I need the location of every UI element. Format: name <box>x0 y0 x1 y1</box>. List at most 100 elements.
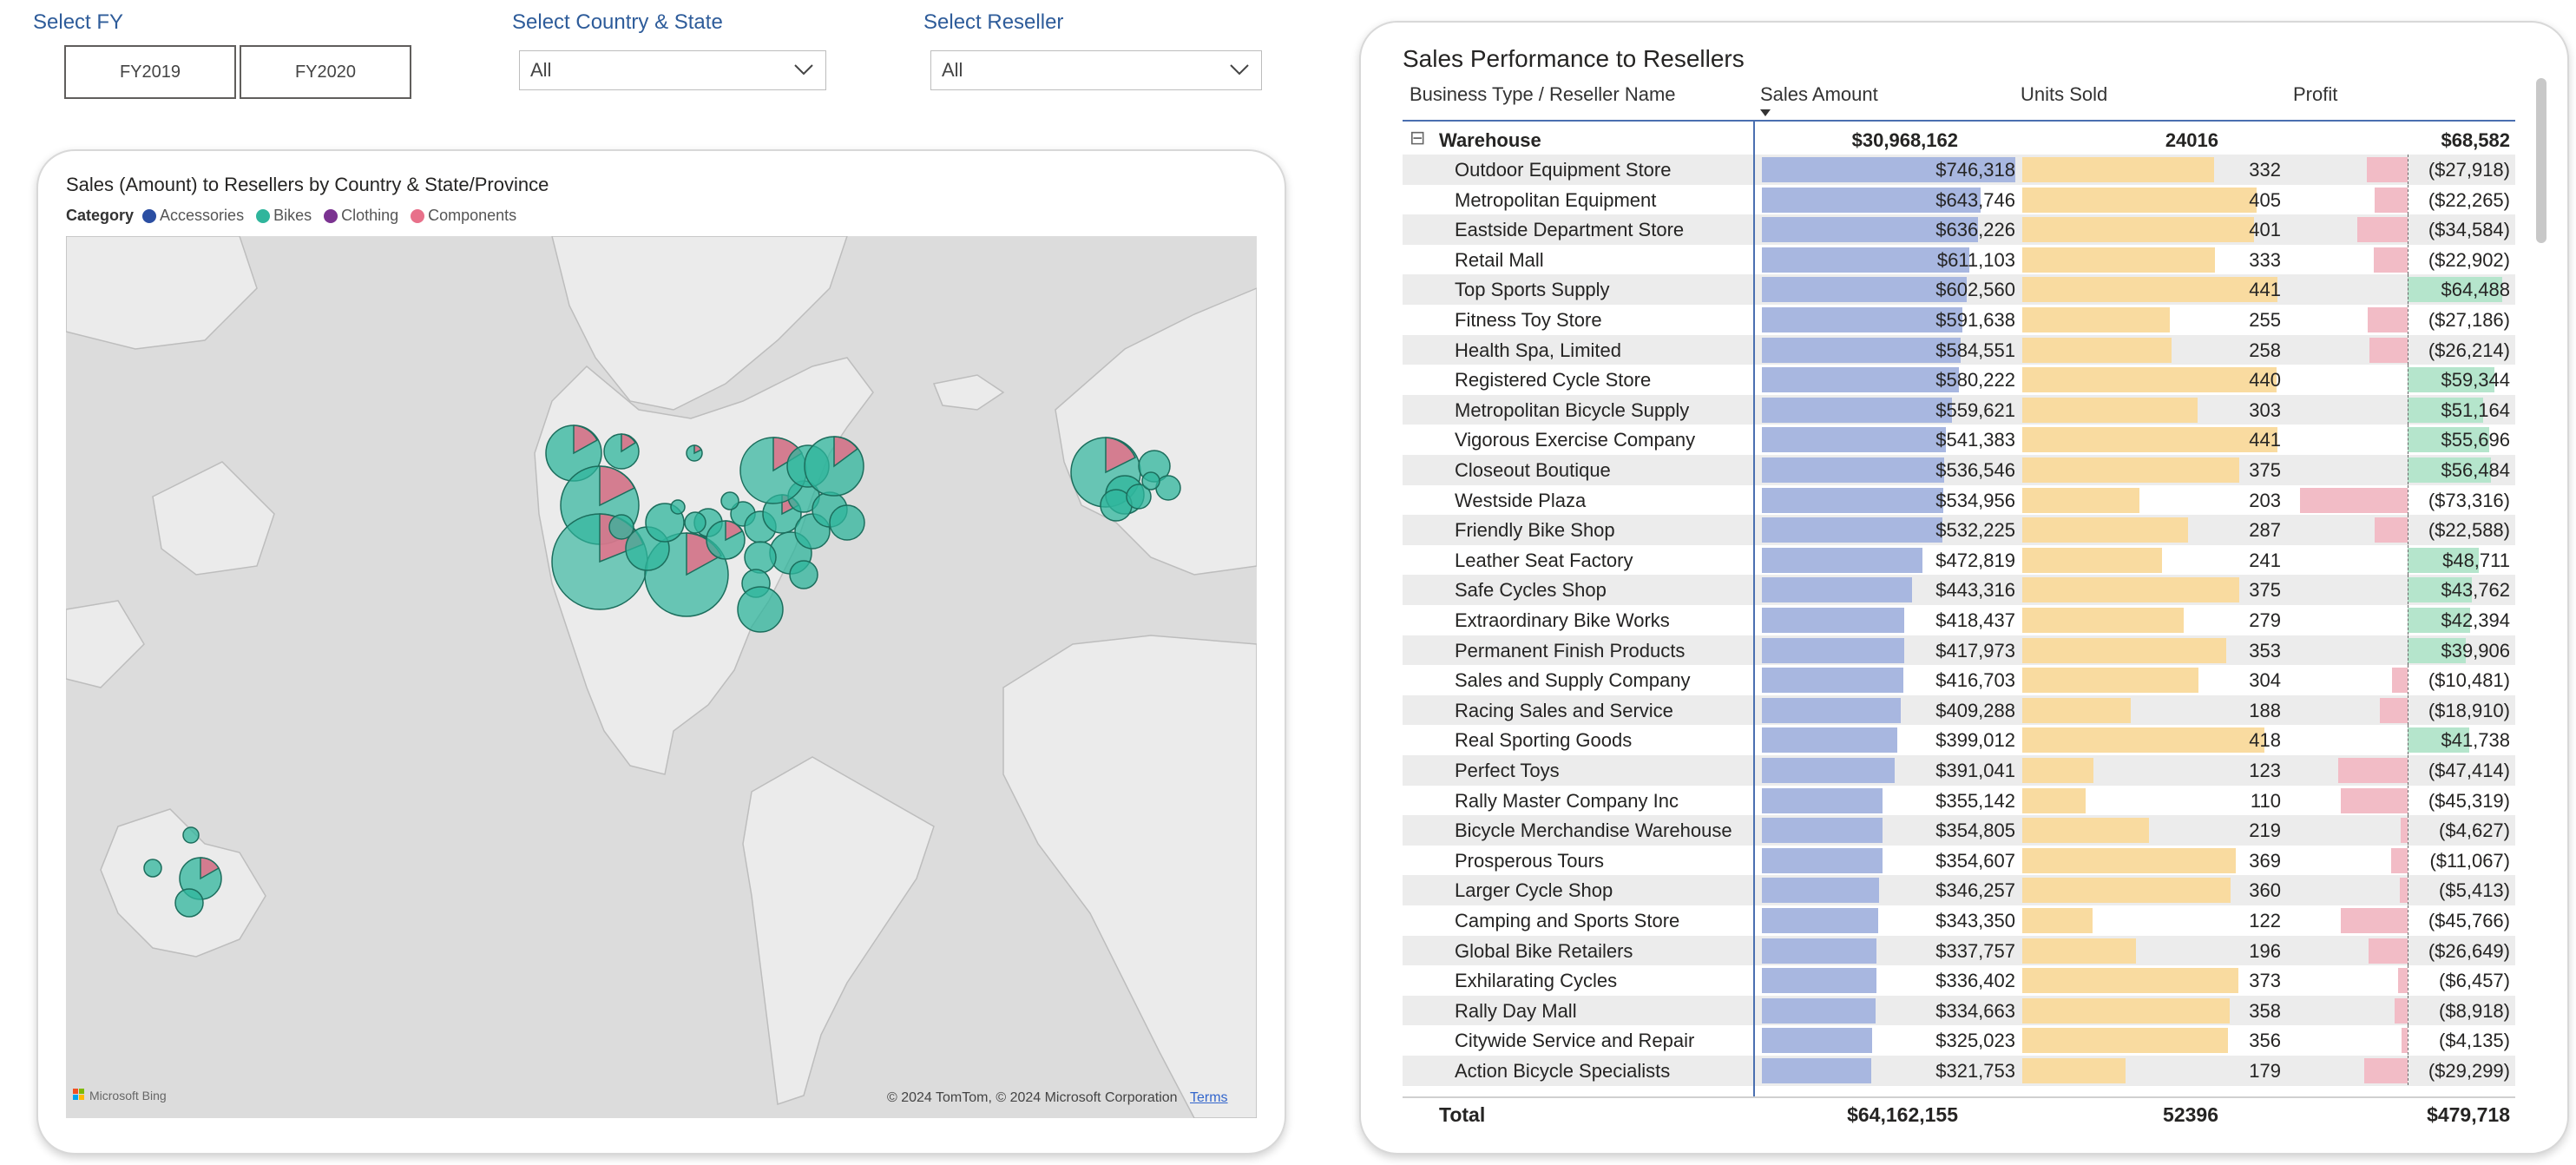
table-row[interactable]: Permanent Finish Products $417,973 353 $39,… <box>1403 635 2515 666</box>
sales-bubbles <box>143 425 1181 918</box>
profit-bar <box>2398 968 2408 994</box>
header-divider <box>1403 120 2515 122</box>
table-row[interactable]: Global Bike Retailers $337,757 196 ($26,649… <box>1403 935 2515 966</box>
sales-value: $418,437 <box>1935 609 2015 631</box>
profit-bar <box>2408 547 2479 573</box>
table-row[interactable]: Action Bicycle Specialists $321,753 179 ($2… <box>1403 1056 2515 1086</box>
table-row[interactable]: Metropolitan Equipment $643,746 405 ($22,26… <box>1403 184 2515 215</box>
table-row[interactable]: Rally Day Mall $334,663 358 ($8,918) <box>1403 995 2515 1026</box>
table-row[interactable]: Eastside Department Store $636,226 401 ($34… <box>1403 214 2515 245</box>
table-row[interactable]: Registered Cycle Store $580,222 440 $59,344 <box>1403 365 2515 395</box>
units-bar <box>2022 727 2264 754</box>
table-row[interactable]: Sales and Supply Company $416,703 304 ($10,… <box>1403 665 2515 695</box>
map-canvas[interactable] <box>66 236 1257 1118</box>
table-row[interactable]: Leather Seat Factory $472,819 241 $48,711 <box>1403 544 2515 576</box>
country-state-dropdown[interactable]: All <box>519 50 826 90</box>
country-state-dropdown-value: All <box>530 59 552 81</box>
profit-value: ($18,910) <box>2428 699 2510 721</box>
chevron-down-icon <box>794 64 813 76</box>
column-header-name[interactable]: Business Type / Reseller Name <box>1410 83 1676 105</box>
sales-bar <box>1762 878 1879 904</box>
units-bar <box>2022 1028 2228 1054</box>
table-row[interactable]: Perfect Toys $391,041 123 ($47,414) <box>1403 755 2515 786</box>
units-value: 258 <box>2249 339 2281 361</box>
total-sales: $64,162,155 <box>1847 1103 1958 1126</box>
table-row[interactable]: Camping and Sports Store $343,350 122 ($45,… <box>1403 905 2515 936</box>
table-row[interactable]: Prosperous Tours $354,607 369 ($11,067) <box>1403 845 2515 876</box>
table-row[interactable]: Citywide Service and Repair $325,023 356 ($… <box>1403 1025 2515 1056</box>
table-row[interactable]: Vigorous Exercise Company $541,383 441 $55,… <box>1403 425 2515 455</box>
units-bar <box>2022 938 2136 964</box>
legend-dot <box>256 208 271 223</box>
units-bar <box>2022 247 2215 273</box>
reseller-name: Sales and Supply Company <box>1455 669 1691 692</box>
sales-value: $416,703 <box>1935 669 2015 692</box>
units-bar <box>2022 367 2277 393</box>
reseller-name: Closeout Boutique <box>1455 459 1611 481</box>
units-value: 333 <box>2249 248 2281 271</box>
sales-bar <box>1762 337 1961 363</box>
reseller-name: Outdoor Equipment Store <box>1455 159 1672 181</box>
sales-value: $532,225 <box>1935 519 2015 542</box>
column-header-profit[interactable]: Profit <box>2293 83 2338 105</box>
legend-item-bikes[interactable]: Bikes <box>256 207 312 225</box>
profit-value: ($26,214) <box>2428 339 2510 361</box>
units-value: 369 <box>2249 849 2281 872</box>
reseller-dropdown[interactable]: All <box>930 50 1262 90</box>
fy2020-button[interactable]: FY2020 <box>240 45 411 99</box>
reseller-name: Larger Cycle Shop <box>1455 879 1613 902</box>
reseller-name: Top Sports Supply <box>1455 279 1610 301</box>
units-bar <box>2022 157 2214 182</box>
table-row[interactable]: Top Sports Supply $602,560 441 $64,488 <box>1403 274 2515 305</box>
reseller-name: Camping and Sports Store <box>1455 910 1680 931</box>
profit-bar <box>2391 847 2408 873</box>
table-row[interactable]: Extraordinary Bike Works $418,437 279 $42,3… <box>1403 605 2515 635</box>
table-row[interactable]: Larger Cycle Shop $346,257 360 ($5,413) <box>1403 875 2515 905</box>
reseller-name: Extraordinary Bike Works <box>1455 609 1670 631</box>
profit-bar <box>2369 938 2408 964</box>
units-value: 375 <box>2249 579 2281 602</box>
profit-value: ($8,918) <box>2439 999 2510 1022</box>
column-header-units[interactable]: Units Sold <box>2021 83 2108 105</box>
sales-bar <box>1762 457 1944 483</box>
table-row[interactable]: Metropolitan Bicycle Supply $559,621 303 $5… <box>1403 394 2515 425</box>
table-row[interactable]: Westside Plaza $534,956 203 ($73,316) <box>1403 484 2515 516</box>
sales-value: $472,819 <box>1935 549 2015 571</box>
units-bar <box>2022 758 2093 783</box>
collapse-icon[interactable]: ⊟ <box>1410 127 1426 148</box>
table-row[interactable]: Racing Sales and Service $409,288 188 ($18,… <box>1403 694 2515 726</box>
sales-value: $536,546 <box>1935 459 2015 481</box>
units-value: 356 <box>2249 1030 2281 1052</box>
table-row[interactable]: Outdoor Equipment Store $746,318 332 ($27,9… <box>1403 155 2515 185</box>
table-row[interactable]: Closeout Boutique $536,546 375 $56,484 <box>1403 455 2515 485</box>
table-row[interactable]: Fitness Toy Store $591,638 255 ($27,186) <box>1403 305 2515 335</box>
units-value: 219 <box>2249 819 2281 842</box>
total-profit: $479,718 <box>2427 1103 2510 1126</box>
profit-value: $43,762 <box>2441 579 2510 602</box>
table-row[interactable]: Bicycle Merchandise Warehouse $354,805 219… <box>1403 815 2515 846</box>
sales-bar <box>1762 787 1883 813</box>
terms-link[interactable]: Terms <box>1190 1090 1228 1105</box>
legend-item-clothing[interactable]: Clothing <box>324 207 398 225</box>
sales-value: $354,805 <box>1935 819 2015 842</box>
fy2019-button[interactable]: FY2019 <box>64 45 236 99</box>
sales-bar <box>1762 908 1878 933</box>
legend-title: Category <box>66 207 135 224</box>
table-row[interactable]: Health Spa, Limited $584,551 258 ($26,214) <box>1403 334 2515 365</box>
legend-item-accessories[interactable]: Accessories <box>142 207 244 225</box>
column-header-sales[interactable]: Sales Amount <box>1760 83 1878 105</box>
table-row[interactable]: Friendly Bike Shop $532,225 287 ($22,588) <box>1403 515 2515 545</box>
legend-item-components[interactable]: Components <box>411 207 516 225</box>
units-value: 441 <box>2249 429 2281 451</box>
column-divider <box>1753 122 1755 1127</box>
table-row[interactable]: Safe Cycles Shop $443,316 375 $43,762 <box>1403 575 2515 605</box>
table-row[interactable]: Rally Master Company Inc $355,142 110 ($45,… <box>1403 785 2515 816</box>
table-row[interactable]: Real Sporting Goods $399,012 418 $41,738 <box>1403 725 2515 755</box>
table-scrollbar[interactable] <box>2536 78 2546 243</box>
table-row[interactable]: Exhilarating Cycles $336,402 373 ($6,457) <box>1403 965 2515 996</box>
table-row[interactable]: Retail Mall $611,103 333 ($22,902) <box>1403 244 2515 275</box>
reseller-name: Real Sporting Goods <box>1455 729 1633 752</box>
units-bar <box>2022 217 2254 243</box>
bing-logo <box>73 1089 84 1100</box>
group-row-warehouse[interactable]: ⊟ Warehouse $30,968,162 24016 $68,582 <box>1403 125 2515 155</box>
